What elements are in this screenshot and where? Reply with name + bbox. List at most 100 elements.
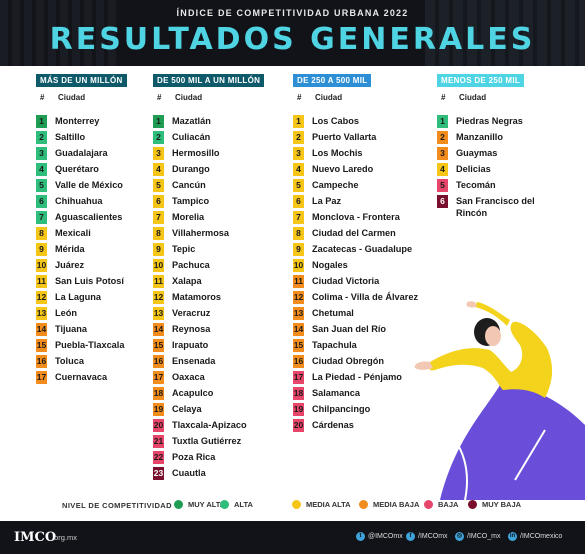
rank-badge: 13 — [153, 307, 164, 320]
ranking-row: 17 Oaxaca — [153, 371, 247, 387]
rank-badge: 6 — [153, 195, 164, 208]
illustration-line — [514, 429, 546, 481]
social-link[interactable]: in/IMCOmexico — [508, 532, 562, 541]
rank-badge: 3 — [36, 147, 47, 160]
rank-badge: 11 — [293, 275, 304, 288]
ranking-row: 6 La Paz — [293, 195, 418, 211]
rank-badge: 4 — [153, 163, 164, 176]
column-heading: MENOS DE 250 MIL — [437, 74, 525, 87]
legend-item: ALTA — [220, 500, 253, 509]
rank-badge: 21 — [153, 435, 164, 448]
header-banner: ÍNDICE DE COMPETITIVIDAD URBANA 2022 RES… — [0, 0, 585, 66]
rank-badge: 7 — [293, 211, 304, 224]
social-handle: /IMCOmx — [418, 533, 448, 540]
city-name: Chihuahua — [55, 196, 103, 206]
ranking-row: 4 Querétaro — [36, 163, 124, 179]
ranking-row: 12 La Laguna — [36, 291, 124, 307]
ranking-row: 16 Ensenada — [153, 355, 247, 371]
ranking-row: 19 Chilpancingo — [293, 403, 418, 419]
ranking-row: 2 Culiacán — [153, 131, 247, 147]
ranking-row: 18 Salamanca — [293, 387, 418, 403]
city-name: Irapuato — [172, 340, 209, 350]
rank-badge: 16 — [293, 355, 304, 368]
linkedin-icon: in — [508, 532, 517, 541]
city-name: Morelia — [172, 212, 205, 222]
legend-swatch — [174, 500, 183, 509]
ranking-row: 2 Puerto Vallarta — [293, 131, 418, 147]
rank-badge: 14 — [153, 323, 164, 336]
legend-swatch — [468, 500, 477, 509]
rank-column-label: # — [40, 93, 45, 102]
city-name: Cuautla — [172, 468, 206, 478]
building-decoration — [0, 0, 120, 66]
column-heading: DE 250 A 500 MIL — [293, 74, 372, 87]
city-name: La Laguna — [55, 292, 101, 302]
rank-badge: 14 — [293, 323, 304, 336]
rank-badge: 17 — [153, 371, 164, 384]
rank-badge: 5 — [36, 179, 47, 192]
city-name: Aguascalientes — [55, 212, 123, 222]
social-link[interactable]: ◎/IMCO_mx — [455, 532, 500, 541]
city-name: Mérida — [55, 244, 85, 254]
building-decoration — [425, 0, 585, 66]
city-name: Ciudad Obregón — [312, 356, 384, 366]
rank-badge: 4 — [437, 163, 448, 176]
ranking-row: 5 Campeche — [293, 179, 418, 195]
city-name: Guaymas — [456, 148, 498, 158]
city-name: Colima - Villa de Álvarez — [312, 292, 419, 302]
city-name: Los Cabos — [312, 116, 359, 126]
legend-item: MEDIA ALTA — [292, 500, 351, 509]
social-link[interactable]: t @IMCOmx — [356, 532, 403, 541]
rank-badge: 15 — [293, 339, 304, 352]
legend-swatch — [359, 500, 368, 509]
ranking-row: 6 Chihuahua — [36, 195, 124, 211]
illustration-arm — [475, 302, 510, 326]
ranking-row: 18 Acapulco — [153, 387, 247, 403]
ranking-column: DE 500 MIL A UN MILLÓN # Ciudad 1 Mazatlán 2 C… — [153, 70, 265, 480]
city-name: Puebla-Tlaxcala — [55, 340, 125, 350]
ranking-row: 4 Nuevo Laredo — [293, 163, 418, 179]
rank-badge: 8 — [36, 227, 47, 240]
ranking-row: 3 Hermosillo — [153, 147, 247, 163]
ranking-row: 19 Celaya — [153, 403, 247, 419]
city-name: Cárdenas — [312, 420, 354, 430]
twitter-icon: t — [356, 532, 365, 541]
rank-badge: 5 — [293, 179, 304, 192]
ranking-row: 15 Tapachula — [293, 339, 418, 355]
rank-badge: 2 — [36, 131, 47, 144]
social-link[interactable]: f/IMCOmx — [406, 532, 448, 541]
ranking-list: 1 Monterrey 2 Saltillo 3 Guadalajara 4 Querétar… — [36, 115, 124, 387]
ranking-row: 15 Puebla-Tlaxcala — [36, 339, 124, 355]
city-name: Juárez — [55, 260, 85, 270]
city-name: Tepic — [172, 244, 196, 254]
city-name: Reynosa — [172, 324, 211, 334]
rank-column-label: # — [157, 93, 162, 102]
ranking-row: 14 San Juan del Río — [293, 323, 418, 339]
ranking-row: 5 Valle de México — [36, 179, 124, 195]
social-handle: /IMCO_mx — [467, 533, 501, 540]
legend-title: NIVEL DE COMPETITIVIDAD — [62, 501, 172, 510]
ranking-row: 15 Irapuato — [153, 339, 247, 355]
city-name: Matamoros — [172, 292, 222, 302]
rank-badge: 12 — [153, 291, 164, 304]
ranking-row: 9 Tepic — [153, 243, 247, 259]
rank-badge: 12 — [36, 291, 47, 304]
rank-badge: 4 — [293, 163, 304, 176]
logo-url: .org.mx — [52, 533, 78, 542]
social-handle: @IMCOmx — [368, 533, 403, 540]
city-name: Tuxtla Gutiérrez — [172, 436, 242, 446]
city-name: Villahermosa — [172, 228, 230, 238]
rank-badge: 3 — [153, 147, 164, 160]
ranking-row: 6 Tampico — [153, 195, 247, 211]
city-column-label: Ciudad — [58, 93, 86, 102]
ranking-row: 3 Guaymas — [437, 147, 556, 163]
city-name: Tecomán — [456, 180, 496, 190]
city-name: Mazatlán — [172, 116, 211, 126]
city-name: Ciudad Victoria — [312, 276, 380, 286]
ranking-row: 13 León — [36, 307, 124, 323]
rank-badge: 18 — [293, 387, 304, 400]
ranking-row: 13 Chetumal — [293, 307, 418, 323]
city-name: Los Mochis — [312, 148, 363, 158]
city-name: Culiacán — [172, 132, 211, 142]
